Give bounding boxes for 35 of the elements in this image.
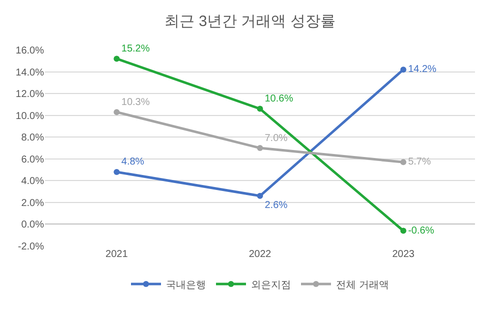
point bbox=[114, 168, 120, 175]
point bbox=[400, 228, 406, 234]
y-tick-label: 12.0% bbox=[16, 89, 44, 100]
y-tick-label: 14.0% bbox=[16, 67, 44, 78]
y-tick-label: 16.0% bbox=[16, 46, 44, 56]
legend-label: 국내은행 bbox=[166, 280, 206, 291]
y-tick-label: 10.0% bbox=[16, 110, 44, 122]
data-label: 10.6% bbox=[264, 94, 294, 105]
data-label: 7.0% bbox=[264, 132, 288, 144]
data-label: 15.2% bbox=[121, 43, 150, 54]
legend-label: 전체 거래액 bbox=[336, 280, 389, 291]
legend-label: 외은지점 bbox=[251, 280, 291, 291]
point bbox=[257, 192, 263, 199]
point bbox=[257, 106, 263, 112]
data-label: 4.8% bbox=[121, 156, 144, 168]
y-tick-label: 0.0% bbox=[21, 220, 44, 231]
chart-title: 최근 3년간 거래액 성장률 bbox=[164, 13, 336, 30]
x-tick-label: 2023 bbox=[392, 249, 415, 260]
point bbox=[114, 109, 120, 116]
x-tick-label: 2022 bbox=[248, 249, 272, 260]
y-tick-label: -2.0% bbox=[18, 242, 44, 252]
point bbox=[400, 66, 406, 73]
x-tick-label: 2021 bbox=[106, 249, 128, 260]
y-tick-label: 6.0% bbox=[21, 154, 44, 166]
data-label: 5.7% bbox=[408, 156, 431, 168]
point bbox=[400, 159, 406, 166]
data-label: 10.3% bbox=[121, 96, 150, 108]
data-label: 2.6% bbox=[264, 200, 288, 212]
data-label: -0.6% bbox=[408, 225, 434, 236]
point bbox=[114, 56, 120, 62]
y-tick-label: 2.0% bbox=[21, 198, 44, 209]
y-tick-label: 4.0% bbox=[21, 176, 44, 188]
y-tick-label: 8.0% bbox=[21, 132, 44, 144]
data-label: 14.2% bbox=[408, 64, 437, 76]
point bbox=[257, 145, 263, 151]
